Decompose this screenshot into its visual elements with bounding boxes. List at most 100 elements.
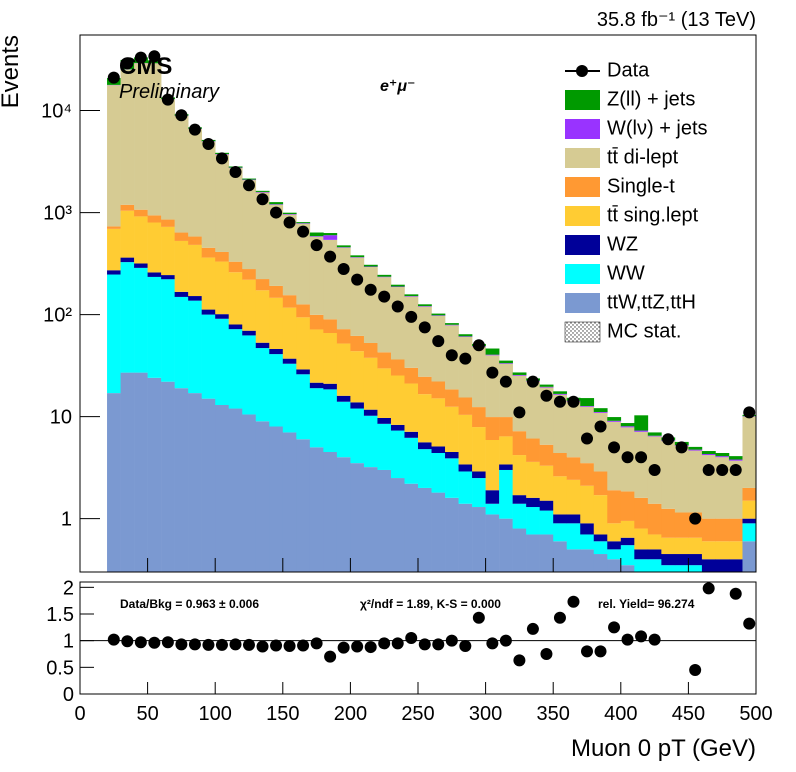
histogram-bar (269, 349, 284, 355)
histogram-bar (674, 565, 689, 572)
histogram-bar (174, 388, 189, 572)
histogram-bar (445, 458, 459, 498)
ratio-point (364, 641, 377, 654)
histogram-bar (120, 210, 135, 258)
histogram-bar (377, 368, 392, 418)
histogram-bar (566, 457, 581, 480)
channel-label: e⁺μ⁻ (380, 78, 415, 95)
histogram-bar (661, 554, 676, 566)
histogram-bar (620, 423, 635, 427)
histogram-bar (715, 456, 730, 458)
x-tick-label: 0 (74, 703, 85, 725)
data-point (378, 290, 391, 303)
status-label: Preliminary (119, 81, 220, 103)
histogram-bar (728, 518, 743, 542)
x-tick-label: 400 (604, 703, 637, 725)
histogram-bar (147, 63, 162, 216)
histogram-bar (728, 456, 743, 460)
histogram-bar (485, 503, 500, 515)
histogram-bar (282, 358, 297, 364)
data-point (445, 349, 458, 362)
histogram-bar (255, 421, 270, 572)
histogram-bar (620, 565, 635, 572)
ratio-point (621, 633, 634, 646)
histogram-bar (309, 236, 324, 315)
histogram-bar (566, 523, 581, 550)
histogram-bar (255, 342, 270, 349)
histogram-bar (472, 407, 486, 428)
histogram-bar (269, 426, 284, 572)
histogram-bar (336, 401, 351, 458)
histogram-bar (174, 291, 189, 297)
histogram-bar (390, 424, 405, 431)
histogram-bar (404, 367, 419, 384)
data-point (270, 206, 283, 219)
histogram-bar (296, 223, 311, 305)
ratio-point (594, 645, 607, 658)
histogram-bar (228, 324, 243, 330)
histogram-bar (607, 541, 622, 550)
ratio-annotation: Data/Bkg = 0.963 ± 0.006 (120, 597, 259, 611)
histogram-bar (404, 437, 419, 484)
histogram-bar (701, 559, 716, 572)
histogram-bar (445, 389, 459, 407)
histogram-bar (458, 464, 473, 472)
data-point (134, 51, 147, 64)
histogram-bar (728, 541, 743, 560)
data-point (702, 463, 715, 476)
histogram-bar (634, 497, 649, 529)
histogram-bar (499, 469, 513, 519)
histogram-bar (607, 549, 622, 560)
data-point (188, 123, 201, 136)
y-tick-label: 10³ (43, 203, 72, 225)
histogram-bar (715, 453, 730, 457)
ratio-point (256, 640, 269, 653)
histogram-bar (336, 343, 351, 396)
ratio-point (445, 634, 458, 647)
histogram-bar (161, 275, 175, 280)
histogram-bar (634, 572, 648, 582)
histogram-bar (323, 233, 338, 236)
histogram-bar (688, 537, 703, 555)
histogram-bar (107, 393, 121, 572)
histogram-bar (174, 240, 189, 292)
histogram-bar (580, 534, 595, 550)
histogram-bar (580, 549, 595, 572)
ratio-point (418, 638, 431, 651)
histogram-bar (201, 314, 216, 399)
histogram-bar (309, 236, 324, 237)
histogram-bar (553, 514, 568, 524)
histogram-bar (282, 432, 297, 572)
legend-entry: WZ (565, 233, 638, 255)
histogram-bar (701, 518, 716, 542)
histogram-bar (377, 423, 392, 470)
histogram-bar (553, 453, 568, 477)
histogram-bar (255, 348, 270, 422)
histogram-bar (350, 351, 365, 403)
legend-entry: WW (565, 262, 645, 284)
histogram-bar (647, 559, 662, 572)
histogram-bar (296, 223, 311, 224)
histogram-bar (147, 276, 162, 378)
data-point (283, 216, 296, 229)
ratio-point (215, 638, 228, 651)
histogram-bar (701, 541, 716, 560)
histogram-bar (728, 460, 743, 519)
legend-swatch (565, 90, 600, 110)
legend-label: Single-t (607, 175, 675, 197)
data-point (472, 339, 485, 352)
histogram-bar (634, 431, 649, 498)
histogram-bar (445, 324, 459, 326)
data-point (648, 463, 661, 476)
histogram-bar (201, 309, 216, 315)
histogram-bar (188, 393, 202, 572)
histogram-bar (472, 507, 486, 572)
ratio-point (486, 637, 499, 650)
ratio-point (378, 637, 391, 650)
histogram-bar (688, 446, 703, 450)
histogram-bar (661, 441, 676, 509)
x-tick-label: 250 (401, 703, 434, 725)
histogram-bar (553, 541, 568, 572)
histogram-bar (445, 497, 459, 572)
data-point (567, 395, 580, 408)
